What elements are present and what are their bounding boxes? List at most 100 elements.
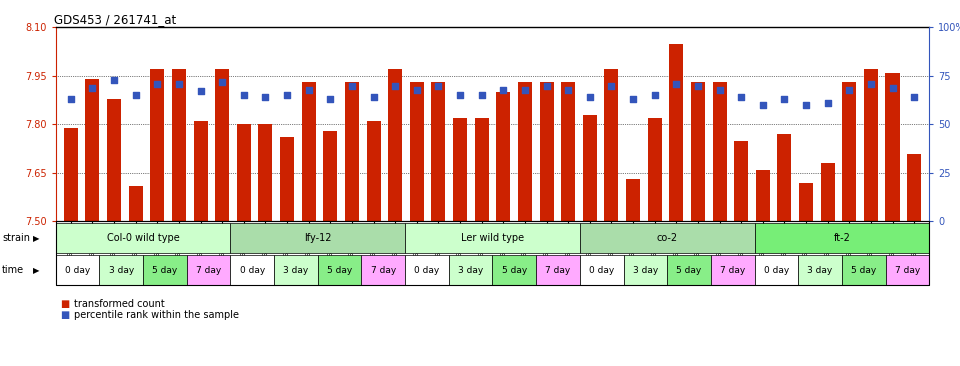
Bar [431,82,445,221]
Point [647,92,662,98]
Point [820,100,835,106]
Text: 7 day: 7 day [895,266,920,274]
Text: 5 day: 5 day [502,266,527,274]
Bar [194,121,207,221]
Bar [583,115,597,221]
Point [388,83,403,89]
Text: 0 day: 0 day [589,266,614,274]
Bar [799,183,813,221]
Text: 3 day: 3 day [283,266,308,274]
Point [625,96,640,102]
Text: transformed count: transformed count [74,299,165,309]
Text: 7 day: 7 day [196,266,221,274]
Point [906,94,922,100]
Text: percentile rank within the sample: percentile rank within the sample [74,310,239,320]
Text: 0 day: 0 day [65,266,90,274]
Point [301,87,317,93]
Text: GDS453 / 261741_at: GDS453 / 261741_at [54,13,177,26]
Text: 0 day: 0 day [240,266,265,274]
Point [193,89,208,94]
Point [495,87,511,93]
Text: ■: ■ [60,299,70,309]
Point [777,96,792,102]
Bar [367,121,380,221]
Bar [215,70,229,221]
Bar [280,137,294,221]
Bar [172,70,186,221]
Bar [237,124,251,221]
Point [214,79,229,85]
Text: 7 day: 7 day [720,266,745,274]
Point [863,81,878,87]
Text: 5 day: 5 day [852,266,876,274]
Point [84,85,100,90]
Point [690,83,706,89]
Text: 5 day: 5 day [677,266,702,274]
Bar [885,73,900,221]
Bar [691,82,705,221]
Bar [540,82,554,221]
Text: co-2: co-2 [657,233,678,243]
Point [842,87,857,93]
Bar [864,70,878,221]
Bar [562,82,575,221]
Point [257,94,273,100]
Point [756,102,771,108]
Point [582,94,597,100]
Text: 3 day: 3 day [633,266,658,274]
Text: lfy-12: lfy-12 [304,233,331,243]
Point [539,83,554,89]
Point [279,92,295,98]
Point [171,81,186,87]
Point [236,92,252,98]
Text: strain: strain [2,233,30,243]
Bar [648,118,661,221]
Bar [626,179,640,221]
Text: Ler wild type: Ler wild type [461,233,524,243]
Text: 7 day: 7 day [371,266,396,274]
Bar [85,79,100,221]
Bar [453,118,468,221]
Bar [107,98,121,221]
Bar [388,70,402,221]
Point [128,92,143,98]
Point [604,83,619,89]
Bar [129,186,143,221]
Point [561,87,576,93]
Bar [474,118,489,221]
Text: ▶: ▶ [34,234,39,243]
Text: 0 day: 0 day [764,266,789,274]
Bar [734,141,748,221]
Point [107,77,122,83]
Bar [324,131,337,221]
Bar [496,92,511,221]
Text: 5 day: 5 day [153,266,178,274]
Point [733,94,749,100]
Point [517,87,533,93]
Text: 5 day: 5 day [327,266,352,274]
Point [366,94,381,100]
Bar [712,82,727,221]
Bar [410,82,423,221]
Bar [756,170,770,221]
Text: 7 day: 7 day [545,266,570,274]
Text: 3 day: 3 day [807,266,832,274]
Bar [345,82,359,221]
Bar [517,82,532,221]
Bar [258,124,273,221]
Bar [605,70,618,221]
Point [150,81,165,87]
Point [885,85,900,90]
Text: time: time [2,265,24,275]
Bar [821,163,834,221]
Point [712,87,728,93]
Point [799,102,814,108]
Text: 3 day: 3 day [458,266,483,274]
Text: Col-0 wild type: Col-0 wild type [107,233,180,243]
Point [474,92,490,98]
Text: ▶: ▶ [34,266,39,274]
Point [323,96,338,102]
Text: 3 day: 3 day [108,266,133,274]
Bar [907,153,922,221]
Text: ft-2: ft-2 [833,233,851,243]
